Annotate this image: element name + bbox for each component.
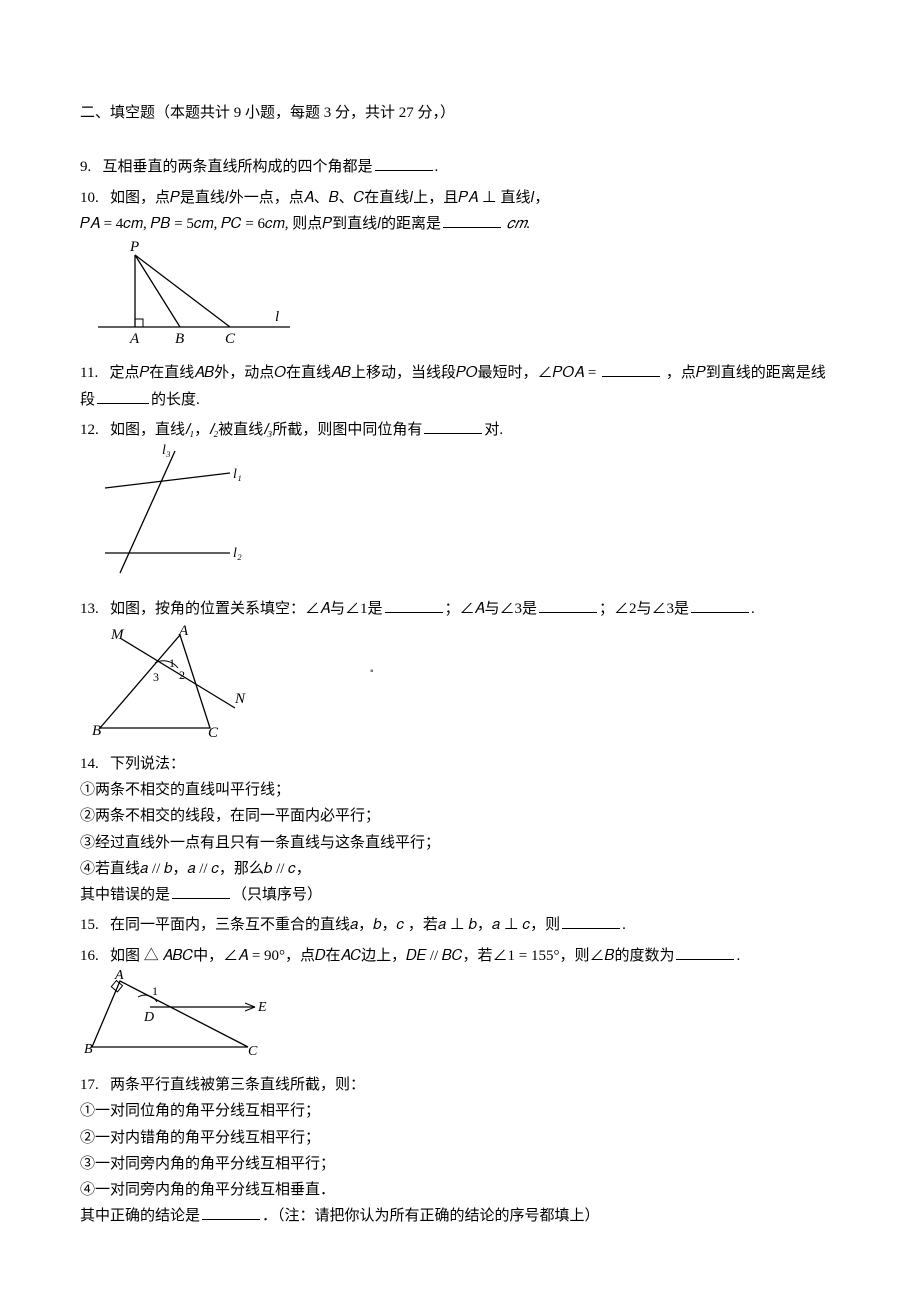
q13-figure: M A N B C 1 2 3 ▪ — [80, 623, 840, 747]
q15-blank — [562, 914, 620, 929]
svg-text:2: 2 — [179, 668, 185, 682]
q16-num: 16. — [80, 948, 99, 964]
question-13: 13. 如图，按角的位置关系填空：∠𝐴与∠1是 ；∠𝐴与∠3是 ；∠2与∠3是. — [80, 596, 840, 622]
q11-num: 11. — [80, 365, 98, 381]
svg-text:l₁: l₁ — [233, 467, 242, 482]
q15-text-1: 在同一平面内，三条互不重合的直线𝑎，𝑏，𝑐 ，若𝑎 ⊥ 𝑏，𝑎 ⊥ 𝑐，则 — [110, 917, 560, 933]
q11-blank-2 — [97, 389, 149, 404]
q17-text-2: 其中正确的结论是 — [80, 1208, 200, 1224]
question-16: 16. 如图 △ 𝐴𝐵𝐶中，∠𝐴 = 90°，点𝐷在𝐴𝐶边上，𝐷𝐸 // 𝐵𝐶，… — [80, 943, 840, 969]
q13-text-4: . — [751, 601, 755, 617]
q12-figure: l₁ l₂ l₃ — [80, 443, 840, 592]
svg-text:A: A — [129, 331, 140, 347]
q10-text-3: 𝑐𝑚. — [507, 216, 531, 232]
svg-text:B: B — [84, 1042, 93, 1057]
q10-text-1: 如图，点𝑃是直线𝑙外一点，点𝐴、𝐵、𝐶在直线𝑙上，且𝑃𝐴 ⊥ 直线𝑙， — [110, 190, 549, 206]
svg-text:P: P — [129, 239, 139, 255]
q12-l2: 𝑙₂ — [209, 422, 218, 438]
q13-num: 13. — [80, 601, 99, 617]
q13-blank-1 — [385, 598, 443, 613]
q16-figure: A B C D E 1 — [80, 969, 840, 1068]
q12-comma: ， — [194, 422, 209, 438]
svg-text:C: C — [225, 331, 236, 347]
svg-text:N: N — [234, 691, 246, 707]
svg-text:l: l — [275, 309, 279, 325]
q11-text-1: 定点𝑃在直线𝐴𝐵外，动点𝑂在直线𝐴𝐵上移动，当线段𝑃𝑂最短时，∠𝑃𝑂𝐴 = — [109, 365, 596, 381]
svg-text:C: C — [248, 1044, 258, 1059]
svg-text:l₂: l₂ — [233, 546, 242, 561]
q10-text-2: 𝑃𝐴 = 4𝑐𝑚, 𝑃𝐵 = 5𝑐𝑚, 𝑃𝐶 = 6𝑐𝑚, 则点𝑃到直线𝑙的距离… — [80, 216, 441, 232]
svg-text:D: D — [143, 1010, 154, 1025]
question-12: 12. 如图，直线𝑙₁，𝑙₂被直线𝑙₃所截，则图中同位角有 对. — [80, 417, 840, 443]
q9-blank — [375, 156, 433, 171]
svg-text:M: M — [110, 627, 125, 643]
q17-answer-line: 其中正确的结论是 ．（注：请把你认为所有正确的结论的序号都填上） — [80, 1203, 840, 1229]
q9-text-1: 互相垂直的两条直线所构成的四个角都是 — [103, 159, 373, 175]
q14-num: 14. — [80, 756, 99, 772]
q13-blank-3 — [691, 598, 749, 613]
svg-text:3: 3 — [153, 670, 159, 684]
q12-num: 12. — [80, 422, 99, 438]
center-dot-icon: ▪ — [370, 663, 374, 681]
q17-num: 17. — [80, 1077, 99, 1093]
q13-text-3: ；∠2与∠3是 — [599, 601, 689, 617]
q14-stmt-1: ①两条不相交的直线叫平行线； — [80, 777, 840, 803]
q14-text-3: （只填序号） — [232, 887, 322, 903]
q11-text-3: 的长度. — [151, 392, 200, 408]
q15-num: 15. — [80, 917, 99, 933]
q15-text-2: . — [622, 917, 626, 933]
svg-text:C: C — [208, 725, 219, 738]
q14-text-2: 其中错误的是 — [80, 887, 170, 903]
q12-blank — [424, 419, 482, 434]
q16-text-2: . — [736, 948, 740, 964]
q10-figure: P A B C l — [80, 237, 840, 356]
q13-blank-2 — [539, 598, 597, 613]
q12-l1: 𝑙₁ — [185, 422, 194, 438]
svg-text:B: B — [175, 331, 184, 347]
q14-stmt-3: ③经过直线外一点有且只有一条直线与这条直线平行； — [80, 830, 840, 856]
q14-answer-line: 其中错误的是 （只填序号） — [80, 882, 840, 908]
q14-stmt-2: ②两条不相交的线段，在同一平面内必平行； — [80, 803, 840, 829]
q17-text-3: ．（注：请把你认为所有正确的结论的序号都填上） — [262, 1208, 600, 1224]
question-10: 10. 如图，点𝑃是直线𝑙外一点，点𝐴、𝐵、𝐶在直线𝑙上，且𝑃𝐴 ⊥ 直线𝑙， … — [80, 185, 840, 238]
question-11: 11. 定点𝑃在直线𝐴𝐵外，动点𝑂在直线𝐴𝐵上移动，当线段𝑃𝑂最短时，∠𝑃𝑂𝐴 … — [80, 360, 840, 413]
q10-num: 10. — [80, 190, 99, 206]
q12-text-2: 被直线 — [218, 422, 263, 438]
q12-l3: 𝑙₃ — [263, 422, 272, 438]
q11-blank-1 — [602, 362, 660, 377]
q16-text-1: 如图 △ 𝐴𝐵𝐶中，∠𝐴 = 90°，点𝐷在𝐴𝐶边上，𝐷𝐸 // 𝐵𝐶，若∠1 … — [110, 948, 674, 964]
q12-text-3: 所截，则图中同位角有 — [272, 422, 422, 438]
question-15: 15. 在同一平面内，三条互不重合的直线𝑎，𝑏，𝑐 ，若𝑎 ⊥ 𝑏，𝑎 ⊥ 𝑐，… — [80, 912, 840, 938]
svg-text:A: A — [114, 969, 124, 983]
q13-text-1: 如图，按角的位置关系填空：∠𝐴与∠1是 — [110, 601, 383, 617]
question-17: 17. 两条平行直线被第三条直线所截，则： — [80, 1072, 840, 1098]
q12-text-4: 对. — [484, 422, 503, 438]
section-heading: 二、填空题（本题共计 9 小题，每题 3 分，共计 27 分，） — [80, 100, 840, 126]
svg-text:1: 1 — [152, 984, 158, 998]
q16-blank — [676, 945, 734, 960]
q9-text-2: . — [435, 159, 439, 175]
svg-text:l₃: l₃ — [162, 443, 171, 458]
q14-text-1: 下列说法： — [110, 756, 185, 772]
question-14: 14. 下列说法： — [80, 751, 840, 777]
q12-text-1: 如图，直线 — [110, 422, 185, 438]
q10-blank — [443, 213, 501, 228]
svg-text:E: E — [257, 1000, 267, 1015]
q17-text-1: 两条平行直线被第三条直线所截，则： — [110, 1077, 365, 1093]
svg-text:1: 1 — [169, 656, 175, 670]
q17-stmt-1: ①一对同位角的角平分线互相平行； — [80, 1098, 840, 1124]
q9-num: 9. — [80, 159, 91, 175]
svg-text:A: A — [178, 623, 189, 639]
q17-stmt-4: ④一对同旁内角的角平分线互相垂直． — [80, 1177, 840, 1203]
q14-blank — [172, 884, 230, 899]
q17-stmt-2: ②一对内错角的角平分线互相平行； — [80, 1125, 840, 1151]
q14-stmt-4: ④若直线𝑎 // 𝑏，𝑎 // 𝑐，那么𝑏 // 𝑐， — [80, 856, 840, 882]
q13-text-2: ；∠𝐴与∠3是 — [445, 601, 538, 617]
q17-stmt-3: ③一对同旁内角的角平分线互相平行； — [80, 1151, 840, 1177]
svg-text:B: B — [92, 723, 101, 738]
question-9: 9. 互相垂直的两条直线所构成的四个角都是. — [80, 154, 840, 180]
q17-blank — [202, 1205, 260, 1220]
